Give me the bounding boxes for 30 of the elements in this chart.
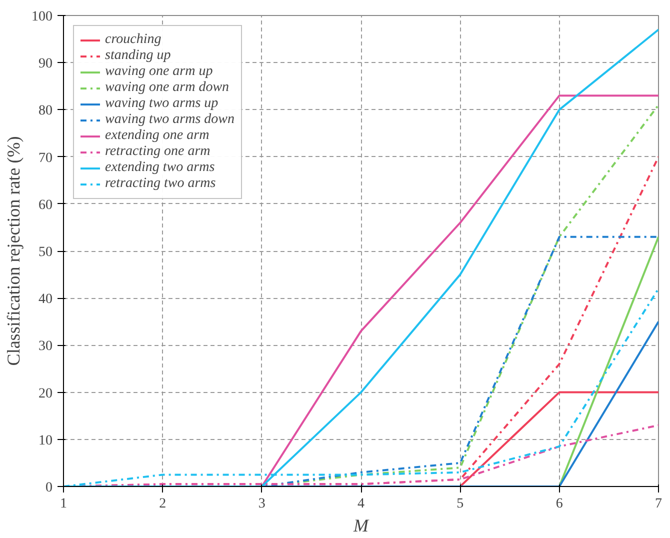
y-tick-label: 10 bbox=[38, 433, 52, 448]
y-tick-label: 40 bbox=[38, 292, 52, 308]
y-tick-label: 30 bbox=[38, 339, 52, 354]
legend-label: waving one arm down bbox=[105, 80, 230, 96]
y-axis-title: Classification rejection rate (%) bbox=[4, 136, 24, 366]
legend-label: retracting one arm bbox=[105, 144, 210, 160]
legend-label: extending one arm bbox=[105, 128, 210, 144]
x-tick-label: 7 bbox=[655, 496, 662, 512]
legend-label: retracting two arms bbox=[105, 176, 216, 192]
y-tick-label: 20 bbox=[38, 386, 52, 402]
y-tick-label: 60 bbox=[38, 198, 52, 213]
x-tick-label: 2 bbox=[159, 496, 166, 512]
y-tick-label: 80 bbox=[38, 104, 52, 119]
legend-label: waving two arms up bbox=[105, 96, 218, 112]
y-tick-label: 0 bbox=[46, 480, 52, 496]
x-tick-label: 6 bbox=[556, 496, 563, 512]
y-tick-label: 70 bbox=[38, 150, 52, 166]
y-tick-label: 50 bbox=[38, 245, 52, 260]
x-tick-label: 1 bbox=[60, 496, 67, 512]
legend-label: waving two arms down bbox=[105, 112, 235, 128]
x-tick-label: 4 bbox=[358, 496, 364, 512]
legend-label: standing up bbox=[105, 48, 171, 64]
legend-label: waving one arm up bbox=[105, 64, 213, 80]
x-axis-title: M bbox=[352, 516, 370, 536]
x-tick-label: 3 bbox=[258, 496, 266, 512]
x-tick-label: 5 bbox=[456, 496, 464, 512]
legend-label: crouching bbox=[105, 32, 162, 48]
legend-label: extending two arms bbox=[105, 160, 215, 176]
y-tick-label: 90 bbox=[38, 56, 52, 72]
y-tick-label: 100 bbox=[32, 10, 52, 24]
